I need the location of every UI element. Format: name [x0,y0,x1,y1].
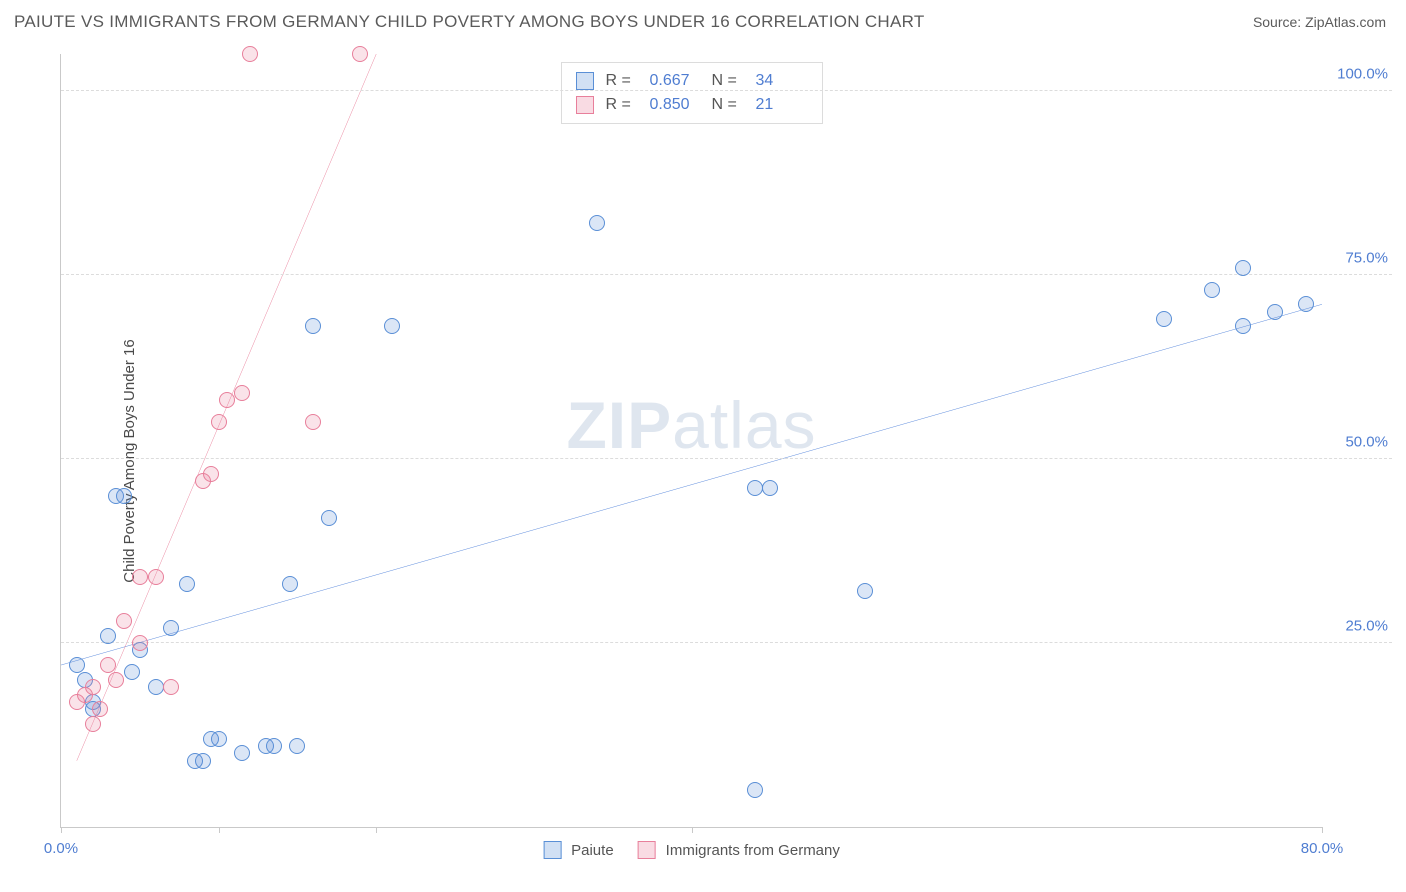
data-point [305,318,321,334]
legend-label-2: Immigrants from Germany [666,842,840,859]
data-point [100,628,116,644]
data-point [92,701,108,717]
gridline-h [61,458,1392,459]
data-point [234,745,250,761]
trend-line [61,304,1322,665]
data-point [132,635,148,651]
x-tick [376,827,377,833]
series-swatch-1 [576,72,594,90]
data-point [589,215,605,231]
data-point [195,753,211,769]
chart-container: Child Poverty Among Boys Under 16 ZIPatl… [14,44,1392,878]
series-legend: Paiute Immigrants from Germany [543,841,840,859]
r-value-2: 0.850 [650,93,702,117]
data-point [384,318,400,334]
gridline-h [61,274,1392,275]
data-point [163,679,179,695]
legend-label-1: Paiute [571,842,614,859]
legend-swatch-1 [543,841,561,859]
data-point [1235,318,1251,334]
legend-item-1: Paiute [543,841,614,859]
data-point [747,782,763,798]
legend-swatch-2 [638,841,656,859]
x-tick-label: 0.0% [44,840,78,857]
data-point [163,620,179,636]
x-tick [61,827,62,833]
stats-legend: R = 0.667 N = 34 R = 0.850 N = 21 [561,62,823,124]
y-tick-label: 100.0% [1337,65,1388,82]
data-point [747,480,763,496]
n-label: N = [712,93,746,117]
data-point [116,613,132,629]
gridline-h [61,642,1392,643]
watermark-light: atlas [672,388,816,462]
data-point [211,414,227,430]
chart-source: Source: ZipAtlas.com [1253,14,1386,30]
y-tick-label: 50.0% [1345,433,1388,450]
data-point [132,569,148,585]
x-tick-label: 80.0% [1301,840,1344,857]
data-point [148,679,164,695]
data-point [289,738,305,754]
data-point [1204,282,1220,298]
legend-item-2: Immigrants from Germany [638,841,840,859]
data-point [352,46,368,62]
x-tick [219,827,220,833]
r-label: R = [606,93,640,117]
x-tick [692,827,693,833]
data-point [1235,260,1251,276]
data-point [124,664,140,680]
data-point [100,657,116,673]
data-point [1267,304,1283,320]
data-point [242,46,258,62]
data-point [219,392,235,408]
chart-header: PAIUTE VS IMMIGRANTS FROM GERMANY CHILD … [0,0,1406,38]
data-point [1156,311,1172,327]
data-point [1298,296,1314,312]
data-point [321,510,337,526]
data-point [282,576,298,592]
data-point [85,679,101,695]
stats-row-2: R = 0.850 N = 21 [576,93,808,117]
gridline-h [61,90,1392,91]
data-point [116,488,132,504]
data-point [305,414,321,430]
data-point [69,657,85,673]
data-point [108,672,124,688]
plot-area: ZIPatlas R = 0.667 N = 34 R = 0.850 N = … [60,54,1322,828]
data-point [148,569,164,585]
data-point [762,480,778,496]
series-swatch-2 [576,96,594,114]
data-point [211,731,227,747]
data-point [179,576,195,592]
watermark-bold: ZIP [566,388,672,462]
data-point [857,583,873,599]
y-tick-label: 25.0% [1345,617,1388,634]
data-point [85,716,101,732]
chart-title: PAIUTE VS IMMIGRANTS FROM GERMANY CHILD … [14,12,925,32]
watermark: ZIPatlas [566,387,816,463]
x-tick [1322,827,1323,833]
n-value-2: 21 [756,93,808,117]
data-point [234,385,250,401]
y-tick-label: 75.0% [1345,249,1388,266]
data-point [266,738,282,754]
data-point [203,466,219,482]
